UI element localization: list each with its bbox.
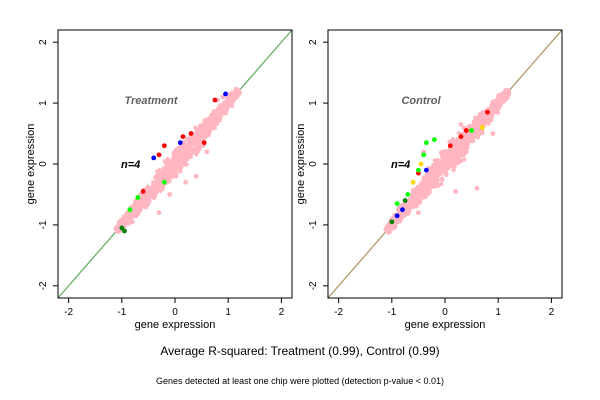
control-x-tick-label: 0 bbox=[442, 307, 448, 318]
control-point bbox=[463, 128, 469, 133]
treatment-y-tick-label: 2 bbox=[38, 39, 49, 45]
treatment-point bbox=[201, 140, 207, 146]
control-point bbox=[405, 192, 411, 197]
control-point bbox=[400, 207, 405, 213]
control-y-tick-label: 2 bbox=[308, 39, 319, 45]
control-x-tick-label: -2 bbox=[334, 307, 343, 318]
treatment-x-tick-label: 2 bbox=[279, 307, 285, 318]
treatment-n-annotation: n=4 bbox=[121, 159, 140, 171]
control-point bbox=[431, 137, 437, 143]
control-x-axis-label: gene expression bbox=[405, 319, 486, 331]
control-point bbox=[490, 131, 496, 136]
control-panel-title: Control bbox=[401, 95, 441, 107]
treatment-y-tick-label: 1 bbox=[38, 100, 49, 106]
control-point bbox=[402, 198, 408, 203]
treatment-point bbox=[177, 140, 183, 146]
control-y-tick-label: -2 bbox=[308, 281, 319, 290]
control-point bbox=[389, 219, 395, 225]
treatment-point bbox=[119, 225, 125, 231]
figure-footnote: Genes detected at least one chip were pl… bbox=[156, 376, 444, 386]
control-x-tick-label: 2 bbox=[549, 307, 555, 318]
control-panel: -2 -1 0 1 2 -2 -1 0 1 2 gene expression gene expres… bbox=[295, 29, 563, 331]
control-point bbox=[474, 185, 480, 191]
treatment-y-tick-label: -1 bbox=[38, 220, 49, 229]
treatment-point bbox=[193, 173, 199, 179]
control-point bbox=[479, 125, 485, 130]
treatment-point bbox=[223, 91, 228, 97]
treatment-panel-title: Treatment bbox=[125, 95, 179, 107]
treatment-y-tick-label: -2 bbox=[38, 281, 49, 290]
control-x-tick-label: -1 bbox=[387, 307, 396, 318]
control-point bbox=[423, 167, 429, 173]
treatment-point bbox=[156, 152, 162, 158]
treatment-y-axis-label: gene expression bbox=[25, 124, 37, 205]
treatment-point bbox=[127, 207, 133, 213]
control-point bbox=[418, 161, 424, 167]
treatment-point bbox=[167, 192, 173, 197]
control-point bbox=[469, 128, 474, 133]
control-x-tick-label: 1 bbox=[495, 307, 501, 318]
control-point bbox=[447, 143, 453, 149]
treatment-point bbox=[156, 210, 162, 216]
control-point bbox=[410, 179, 416, 185]
treatment-x-tick-label: -1 bbox=[117, 307, 126, 318]
treatment-point bbox=[183, 179, 189, 185]
treatment-y-tick-label: 0 bbox=[38, 161, 49, 167]
treatment-point bbox=[212, 97, 218, 103]
control-point bbox=[416, 167, 421, 173]
treatment-x-tick-label: -2 bbox=[64, 307, 73, 318]
control-point bbox=[485, 109, 490, 115]
treatment-point bbox=[151, 155, 157, 161]
treatment-x-tick-label: 0 bbox=[172, 307, 178, 318]
treatment-point bbox=[140, 189, 146, 194]
control-y-tick-label: 0 bbox=[308, 161, 319, 167]
control-point bbox=[416, 210, 421, 216]
treatment-x-tick-label: 1 bbox=[225, 307, 231, 318]
treatment-point bbox=[180, 134, 186, 139]
control-point bbox=[423, 140, 429, 146]
treatment-point bbox=[135, 195, 141, 200]
treatment-point bbox=[204, 149, 210, 155]
control-point bbox=[453, 189, 459, 194]
treatment-point-cloud bbox=[113, 87, 242, 234]
control-n-annotation: n=4 bbox=[391, 159, 410, 171]
treatment-x-axis-label: gene expression bbox=[135, 319, 216, 331]
figure-caption: Average R-squared: Treatment (0.99), Con… bbox=[160, 344, 440, 358]
treatment-point bbox=[130, 219, 135, 225]
treatment-point bbox=[188, 131, 194, 136]
control-y-tick-label: 1 bbox=[308, 100, 319, 106]
treatment-point bbox=[161, 179, 167, 185]
control-point bbox=[394, 213, 400, 219]
treatment-panel: -2 -1 0 1 2 -2 -1 0 1 2 gene expression gene expres… bbox=[25, 29, 293, 331]
control-point bbox=[394, 201, 400, 206]
control-y-axis-label: gene expression bbox=[295, 124, 307, 205]
control-point bbox=[458, 134, 464, 139]
control-point bbox=[421, 152, 427, 158]
control-y-tick-label: -1 bbox=[308, 220, 319, 229]
control-point bbox=[458, 122, 464, 127]
treatment-point bbox=[161, 143, 167, 149]
